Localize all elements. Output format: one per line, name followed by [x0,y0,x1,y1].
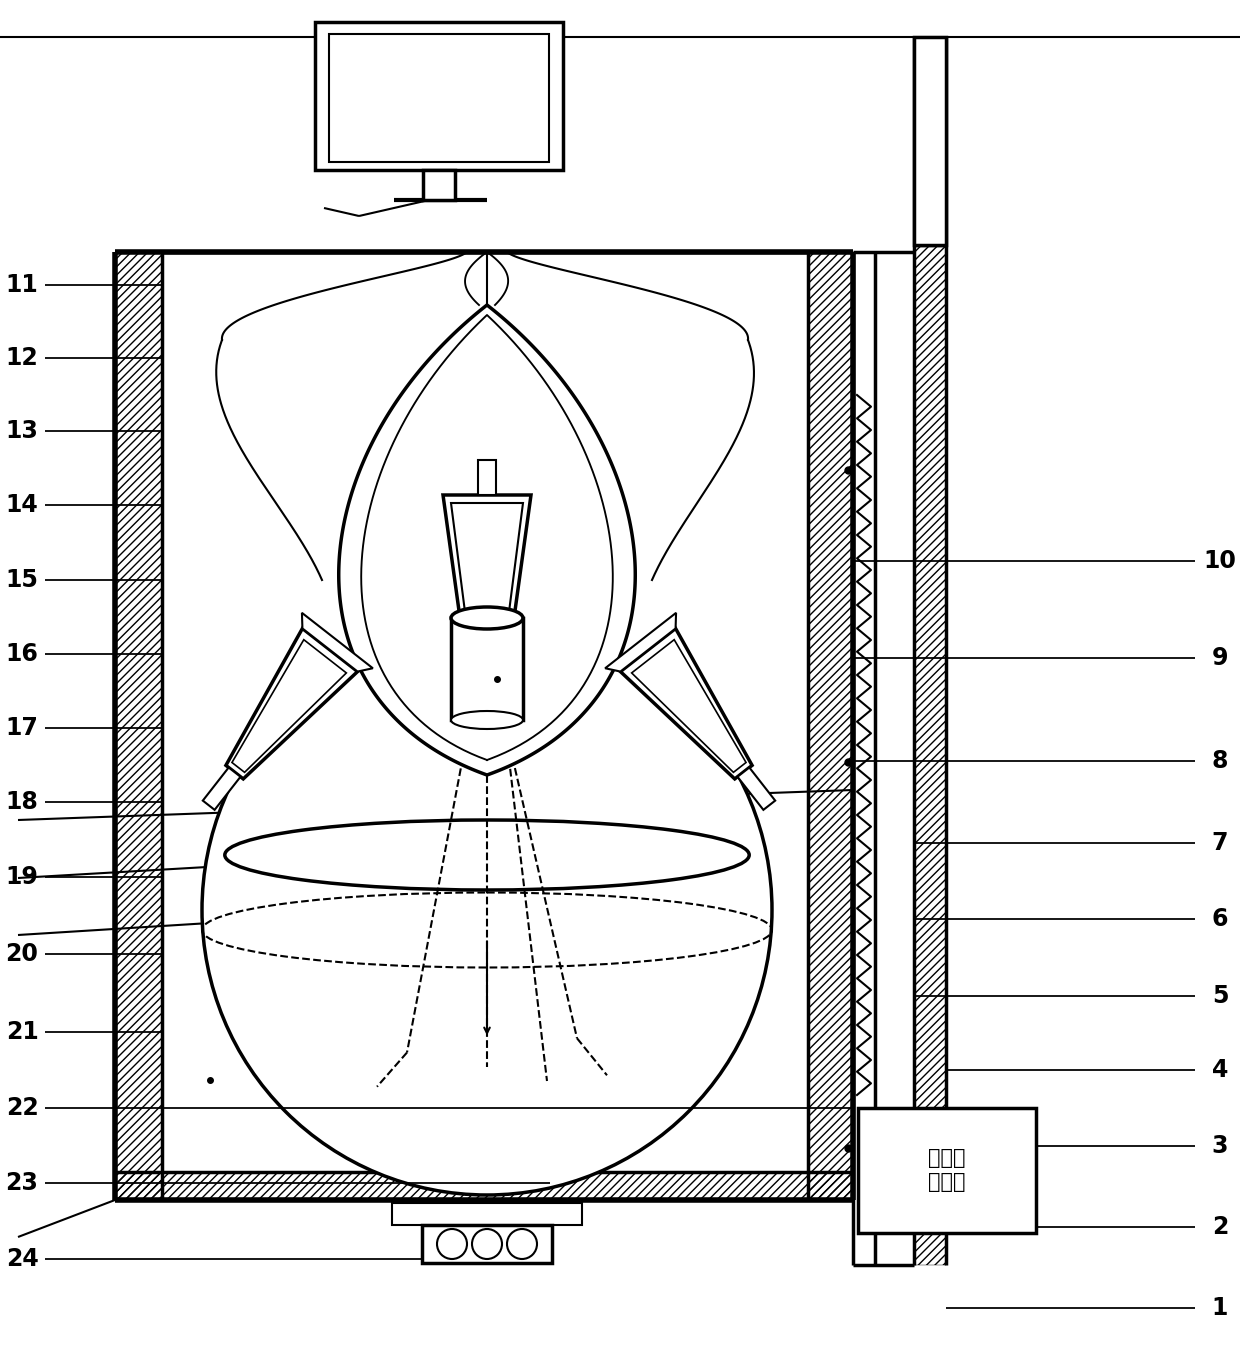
Bar [451,617,523,720]
Polygon shape [339,305,635,775]
Text: 10: 10 [1204,549,1236,573]
Text: 19: 19 [5,865,38,889]
Text: 3: 3 [1211,1133,1229,1158]
Bar [858,1108,1035,1233]
Text: 18: 18 [5,790,38,815]
Polygon shape [203,767,241,809]
Text: 22: 22 [6,1096,38,1120]
Polygon shape [738,767,775,809]
Text: 浡轮电
机组件: 浡轮电 机组件 [929,1148,966,1192]
Text: 13: 13 [5,419,38,443]
Text: 7: 7 [1211,831,1229,855]
Text: 9: 9 [1211,646,1229,670]
Polygon shape [301,613,373,671]
Text: 12: 12 [6,346,38,370]
Bar [914,36,946,245]
Bar [423,170,455,200]
Text: 6: 6 [1211,907,1229,931]
Polygon shape [605,613,676,671]
Bar [315,22,563,170]
Text: 1: 1 [1211,1296,1228,1320]
Bar [392,1202,582,1225]
Text: 16: 16 [5,642,38,666]
Text: 11: 11 [6,273,38,297]
Circle shape [202,626,773,1196]
Polygon shape [226,628,357,780]
Bar [914,36,946,1265]
Bar [808,253,853,1200]
Text: 17: 17 [5,716,38,740]
Text: 23: 23 [5,1171,38,1196]
Text: 4: 4 [1211,1058,1228,1082]
Ellipse shape [451,607,523,630]
Bar [115,253,162,1200]
Text: 8: 8 [1211,748,1229,773]
Ellipse shape [451,711,523,730]
Circle shape [507,1229,537,1259]
Text: 5: 5 [1211,984,1229,1008]
Bar [329,34,549,162]
Bar [422,1225,552,1263]
Polygon shape [620,628,753,780]
Text: 21: 21 [6,1020,38,1044]
Bar [115,1173,853,1200]
Bar [477,459,496,494]
Text: 24: 24 [6,1247,38,1271]
Text: 15: 15 [5,567,38,592]
Text: 20: 20 [5,942,38,966]
Circle shape [436,1229,467,1259]
Text: 2: 2 [1211,1215,1228,1239]
Text: 14: 14 [6,493,38,517]
Polygon shape [443,494,531,617]
Circle shape [472,1229,502,1259]
